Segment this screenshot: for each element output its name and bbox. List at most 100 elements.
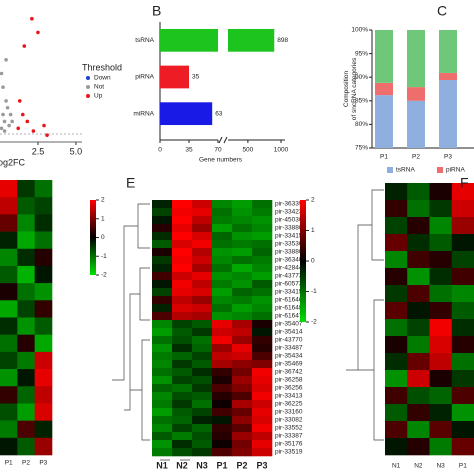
heatmap-cell	[192, 280, 213, 289]
heatmap-cell	[385, 370, 408, 388]
heatmap-cell	[17, 231, 35, 250]
heatmap-cell	[0, 283, 18, 301]
row-label: pir-43773	[275, 273, 303, 280]
legend-label: piRNA	[446, 167, 465, 174]
heatmap-cell	[407, 217, 430, 235]
heatmap-cell	[212, 264, 233, 273]
heatmap-cell	[17, 197, 35, 215]
y-tick-label: tsRNA	[135, 37, 154, 44]
bar-segment	[407, 87, 425, 101]
y-tick-label: 80%	[355, 121, 368, 128]
row-label: pir-33552	[275, 425, 303, 432]
panel-label: B	[152, 3, 161, 19]
heatmap-cell	[212, 336, 233, 345]
heatmap-cell	[429, 217, 453, 235]
axis-break	[218, 136, 228, 144]
heatmap-cell	[17, 248, 35, 267]
heatmap-cell	[429, 336, 453, 354]
heatmap-cell	[172, 400, 193, 409]
heatmap-cell	[385, 251, 408, 269]
heatmap-cell	[429, 268, 453, 286]
heatmap-cell	[17, 300, 35, 318]
heatmap-cell	[252, 240, 273, 249]
heatmap-cell	[172, 448, 193, 457]
heatmap-cell	[212, 280, 233, 289]
column-label: N3	[196, 460, 208, 470]
dendrograms	[112, 189, 384, 461]
point	[2, 119, 7, 124]
colorbar-label: -1	[311, 288, 317, 295]
heatmap-cell	[429, 285, 453, 303]
heatmap-cell	[232, 360, 253, 369]
heatmap-cell	[152, 408, 173, 417]
heatmap-cell	[212, 392, 233, 401]
bar	[160, 102, 213, 126]
heatmap-cell	[192, 400, 213, 409]
heatmap-cell	[172, 424, 193, 433]
bar	[160, 65, 189, 89]
x-tick-label: 500	[242, 147, 253, 154]
heatmap-cell	[0, 369, 18, 387]
heatmap-cell	[192, 408, 213, 417]
heatmap-cell	[172, 408, 193, 417]
heatmap-cell	[192, 232, 213, 241]
heatmap-cell	[192, 336, 213, 345]
heatmap-cell	[212, 208, 233, 217]
row-label: pir-36225	[275, 401, 303, 408]
x-axis-label: Gene numbers	[199, 157, 243, 164]
heatmap-cell	[172, 256, 193, 265]
heatmap-cell	[34, 231, 53, 250]
heatmap-cell	[385, 438, 408, 456]
heatmap-cell	[232, 208, 253, 217]
y-tick-label: piRNA	[135, 74, 154, 81]
heatmap-cell	[0, 437, 18, 456]
heatmap-cell	[407, 336, 430, 354]
column-label: P3	[256, 460, 267, 470]
heatmap-cell	[34, 403, 53, 421]
heatmap-cell	[152, 360, 173, 369]
heatmap-cell	[252, 200, 273, 209]
legend-label: Down	[94, 75, 111, 82]
heatmap-cell	[385, 387, 408, 405]
heatmap-cell	[232, 248, 253, 257]
column-label: N2	[176, 460, 188, 470]
heatmap-cell	[17, 369, 35, 387]
heatmap-cell	[252, 328, 273, 337]
heatmap-cell	[232, 200, 253, 209]
heatmap-cell	[34, 334, 53, 353]
heatmap-cell	[34, 197, 53, 215]
heatmap-cell	[232, 392, 253, 401]
heatmap-cell	[212, 248, 233, 257]
heatmap-cell	[152, 384, 173, 393]
heatmap-cell	[451, 387, 474, 405]
heatmap-cell	[451, 285, 474, 303]
heatmap-cell	[212, 368, 233, 377]
point	[30, 16, 34, 21]
heatmap-cell	[34, 317, 53, 335]
heatmap-cell	[172, 352, 193, 361]
value-label: 898	[277, 37, 288, 44]
heatmap-cell	[232, 272, 253, 281]
heatmap-cell	[192, 224, 213, 233]
row-label: pir-61646	[275, 297, 303, 304]
heatmap-cell	[385, 336, 408, 354]
panel-label: C	[437, 3, 447, 19]
bar	[160, 28, 218, 52]
heatmap-cell	[34, 420, 53, 439]
heatmap-cell	[252, 320, 273, 329]
heatmap-cell	[34, 283, 53, 301]
heatmap-cell	[0, 265, 18, 284]
column-label: N1	[156, 460, 168, 470]
heatmap-cell	[34, 300, 53, 318]
heatmap-cell	[232, 368, 253, 377]
row-label: pir-36339	[275, 201, 303, 208]
row-label: pir-61647	[275, 313, 303, 320]
heatmap-cell	[407, 268, 430, 286]
colorbar-label: 0	[101, 234, 105, 241]
heatmap-cell	[407, 353, 430, 371]
heatmap-cell	[232, 344, 253, 353]
point	[36, 30, 40, 35]
heatmap-cell	[407, 200, 430, 218]
colorbar	[300, 200, 306, 322]
